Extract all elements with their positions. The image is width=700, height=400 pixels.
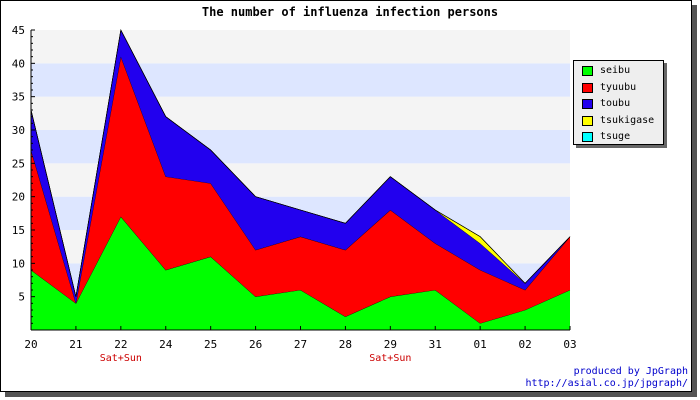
legend-item-seibu: seibu	[574, 63, 663, 80]
y-tick-label: 30	[12, 124, 25, 137]
x-tick-label: 25	[204, 338, 217, 351]
x-tick-label: 21	[69, 338, 82, 351]
x-tick-sublabel: Sat+Sun	[369, 353, 411, 364]
y-tick-label: 40	[12, 57, 25, 70]
series-area-seibu	[31, 216, 570, 330]
legend-swatch	[582, 115, 593, 126]
x-tick-label: 03	[563, 338, 576, 351]
legend-item-tyuubu: tyuubu	[574, 80, 663, 97]
y-tick-label: 25	[12, 157, 25, 170]
x-tick-label: 20	[24, 338, 37, 351]
series-area-toubu	[31, 30, 570, 304]
legend-item-tsuge: tsuge	[574, 129, 663, 146]
x-tick-label: 28	[339, 338, 352, 351]
legend-swatch	[582, 99, 593, 109]
credit-line-2[interactable]: http://asial.co.jp/jpgraph/	[525, 378, 688, 389]
legend-label: tsukigase	[600, 114, 655, 126]
y-tick-labels: 5 10 15 20 25 30 35 40 45	[12, 24, 35, 324]
x-tick-label: 02	[518, 338, 531, 351]
series-areas	[30, 29, 571, 330]
credit-line-1[interactable]: produced by JpGraph	[573, 366, 688, 377]
y-tick-label: 20	[12, 191, 25, 204]
legend-swatch	[582, 132, 593, 142]
x-tick-label: 22	[114, 338, 127, 351]
legend-swatch	[582, 82, 593, 93]
legend-item-toubu: toubu	[574, 96, 663, 113]
x-tick-sublabel: Sat+Sun	[100, 353, 142, 364]
y-tick-label: 15	[12, 224, 25, 237]
y-tick-label: 5	[18, 291, 25, 304]
x-tick-labels: 20 21 22 Sat+Sun 24 25 26 27 28 29 Sat+Sun 31 01 02 03	[24, 326, 577, 364]
x-tick-label: 24	[159, 338, 173, 351]
legend: seibu tyuubu toubu tsukigase tsuge	[573, 60, 664, 145]
y-tick-label: 35	[12, 91, 25, 104]
x-tick-label: 01	[474, 338, 487, 351]
y-tick-label: 45	[12, 24, 25, 37]
x-tick-label: 27	[294, 338, 307, 351]
x-tick-label: 29	[384, 338, 397, 351]
legend-label: tsuge	[600, 131, 631, 142]
credit: produced by JpGraph http://asial.co.jp/j…	[525, 366, 688, 390]
x-tick-label: 26	[249, 338, 262, 351]
series-area-tyuubu	[31, 56, 570, 324]
y-tick-label: 10	[12, 257, 25, 270]
legend-label: toubu	[600, 98, 631, 109]
series-line-tsuge	[30, 29, 571, 297]
chart-title: The number of influenza infection person…	[201, 5, 499, 19]
legend-label: tyuubu	[600, 81, 637, 93]
legend-item-tsukigase: tsukigase	[574, 113, 663, 130]
x-tick-label: 31	[429, 338, 442, 351]
legend-swatch	[582, 66, 593, 76]
legend-label: seibu	[600, 65, 631, 76]
grid-band	[31, 30, 570, 64]
